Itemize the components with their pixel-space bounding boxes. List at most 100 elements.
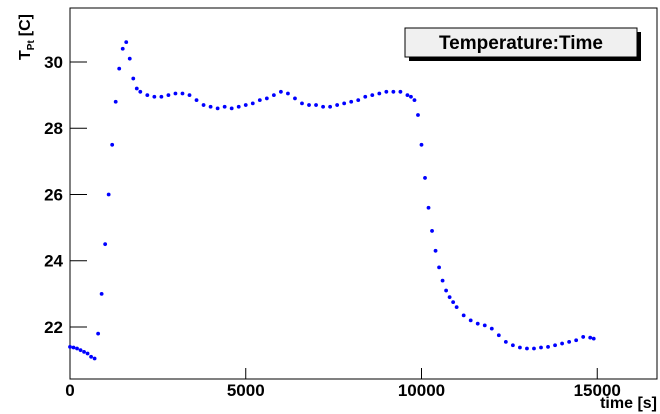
data-point [243,103,248,107]
data-point [236,104,241,109]
data-point [271,93,276,98]
data-point [503,340,508,344]
data-point [496,333,501,338]
legend-title: Temperature:Time [439,33,603,54]
data-point [426,205,431,210]
x-tick-label: 15000 [574,381,621,400]
data-point [215,106,220,111]
x-tick-label: 5000 [227,381,265,400]
data-point [430,229,434,233]
data-point [117,66,122,71]
data-point [553,343,557,348]
data-point [440,278,445,283]
data-point [110,142,115,147]
data-point [314,103,318,107]
data-point [127,56,132,61]
data-point [307,103,311,107]
data-point [384,89,389,94]
data-point [475,321,480,326]
data-point [300,101,304,106]
data-point [201,103,206,107]
data-point [454,305,459,310]
data-point [335,103,340,107]
data-point [173,91,178,96]
data-point [489,326,494,331]
data-point [152,94,157,99]
data-point [229,106,234,111]
data-point [591,336,596,341]
data-point [532,346,536,351]
data-point [328,104,333,109]
data-point [134,86,139,91]
data-point [159,94,164,99]
data-point [560,341,564,346]
data-point [92,356,97,361]
data-point [286,91,290,96]
data-point [433,248,438,253]
data-point [264,96,269,101]
data-point [391,89,396,94]
data-point [444,288,449,293]
data-point [405,93,410,98]
data-point [278,89,283,94]
data-point [342,101,347,106]
y-tick-label: 22 [44,318,63,337]
data-point [588,335,593,340]
data-point [451,300,456,305]
data-point [89,354,93,359]
data-point [103,242,108,247]
data-point [166,93,171,98]
data-point [138,89,143,94]
data-point [377,91,382,96]
y-tick-label: 24 [44,252,63,271]
data-point [349,99,354,104]
data-point [75,346,79,351]
data-point [546,344,550,349]
data-point [82,349,86,354]
data-point [180,91,185,96]
y-label-sub: Pt [26,40,37,51]
data-point [525,346,529,351]
data-point [321,104,325,109]
data-point [423,176,427,180]
data-point [518,345,522,350]
data-point [412,98,417,102]
data-point [145,93,150,98]
data-point [113,99,118,104]
data-point [567,340,572,344]
data-point [96,331,101,336]
data-point [187,93,192,98]
x-tick-label: 10000 [398,381,445,400]
x-tick-label: 0 [65,381,74,400]
data-point [68,344,72,349]
y-tick-label: 26 [44,185,63,204]
data-point [78,348,83,353]
x-axis-label: time [s] [600,395,657,412]
data-point [482,323,487,328]
data-point [363,94,368,99]
y-label-unit: [C] [17,14,34,36]
y-tick-label: 28 [44,119,63,138]
data-point [419,142,424,147]
data-point [120,46,125,51]
y-axis-label-text: TPt [C] [17,14,37,60]
data-point [356,98,361,102]
data-point [581,335,586,339]
y-axis-label: TPt [C] [17,14,37,60]
data-point [85,351,90,356]
plot-frame [69,7,658,380]
data-point [539,345,543,350]
y-tick-label: 30 [44,53,63,72]
data-point [99,291,104,296]
data-point [437,265,441,270]
data-point [468,318,473,323]
data-point [409,94,413,99]
data-point [416,113,420,117]
data-point [398,89,403,94]
data-point [250,101,255,106]
data-point [124,40,129,45]
legend-box [404,27,638,58]
data-point [222,104,227,109]
data-point [257,98,262,102]
